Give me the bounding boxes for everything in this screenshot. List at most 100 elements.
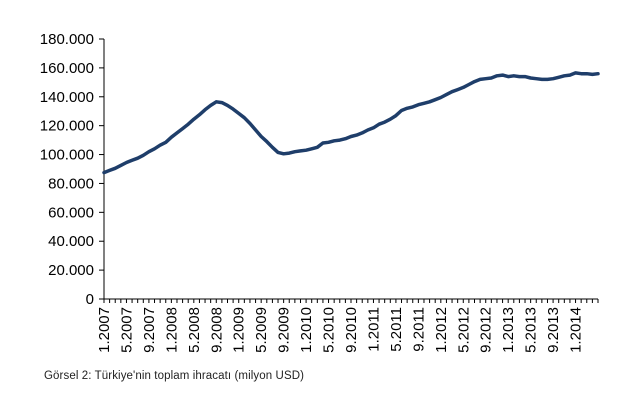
data-point: [485, 78, 487, 80]
data-point: [591, 73, 593, 75]
data-point: [187, 123, 189, 125]
data-point: [288, 152, 290, 154]
data-point: [451, 91, 453, 93]
x-tick-label: 9.2013: [545, 307, 562, 353]
data-point: [507, 75, 509, 78]
x-tick-label: 1.2011: [365, 307, 382, 352]
data-point: [305, 149, 307, 151]
data-point: [524, 75, 526, 78]
data-point: [434, 99, 436, 101]
data-point: [311, 148, 313, 150]
data-point: [586, 73, 588, 75]
data-point: [395, 114, 397, 117]
x-tick-label: 9.2011: [410, 307, 427, 352]
data-point: [232, 108, 234, 110]
data-point: [226, 104, 229, 107]
data-point: [316, 146, 318, 148]
data-point: [513, 75, 515, 77]
data-point: [372, 127, 375, 129]
y-tick-label: 120.000: [40, 118, 94, 135]
data-point: [322, 142, 324, 144]
data-point: [389, 118, 391, 120]
data-point: [283, 153, 285, 155]
data-point: [333, 140, 335, 142]
data-point: [417, 104, 419, 106]
y-tick-label: 100.000: [40, 147, 94, 164]
x-tick-label: 1.2008: [163, 307, 180, 353]
x-tick-label: 9.2010: [343, 307, 360, 353]
series-line-exports: [102, 71, 600, 175]
data-point: [131, 159, 133, 161]
data-point: [170, 136, 172, 138]
y-tick-label: 20.000: [48, 262, 94, 279]
x-tick-label: 9.2012: [478, 307, 495, 353]
data-point: [518, 75, 521, 78]
data-point: [294, 151, 296, 153]
x-tick-label: 1.2014: [568, 307, 585, 353]
x-tick-label: 5.2007: [118, 307, 135, 353]
y-tick-label: 0: [86, 291, 94, 308]
data-point: [344, 138, 346, 140]
x-tick-label: 5.2010: [321, 307, 338, 353]
x-tick-label: 1.2009: [231, 307, 248, 353]
x-tick-label: 1.2013: [500, 307, 517, 353]
data-point: [142, 154, 144, 156]
data-point: [546, 78, 549, 81]
data-point: [238, 112, 240, 114]
data-point: [428, 101, 431, 103]
y-tick-label: 180.000: [40, 31, 94, 48]
x-tick-label: 5.2012: [455, 307, 472, 353]
data-point: [210, 104, 212, 107]
data-point: [254, 129, 257, 131]
data-point: [563, 75, 565, 77]
data-point: [350, 135, 352, 138]
data-point: [271, 146, 274, 148]
data-point: [400, 109, 403, 112]
x-tick-label: 5.2013: [523, 307, 540, 353]
x-tick-label: 9.2009: [276, 307, 293, 353]
data-point: [153, 148, 156, 150]
data-point: [356, 134, 358, 136]
data-point: [361, 132, 363, 134]
data-point: [580, 73, 582, 75]
data-point: [569, 74, 571, 76]
data-point: [530, 77, 532, 79]
y-tick-label: 40.000: [48, 233, 94, 250]
data-point: [148, 151, 150, 153]
data-point: [299, 150, 302, 152]
data-point: [462, 86, 464, 88]
data-point: [221, 101, 223, 104]
data-point: [137, 157, 139, 159]
x-tick-label: 9.2007: [141, 307, 158, 353]
x-tick-label: 1.2010: [298, 307, 315, 353]
x-tick-label: 5.2009: [253, 307, 270, 353]
data-point: [114, 167, 116, 169]
data-point: [440, 96, 442, 99]
data-point: [193, 118, 195, 120]
figure-caption: Görsel 2: Türkiye'nin toplam ihracatı (m…: [44, 370, 305, 382]
data-point: [339, 139, 341, 141]
y-tick-label: 80.000: [48, 175, 94, 192]
data-point: [574, 72, 577, 74]
data-point: [165, 141, 167, 143]
data-point: [181, 127, 184, 130]
data-point: [445, 94, 448, 96]
data-point: [249, 122, 251, 125]
data-point: [490, 77, 492, 79]
data-point: [109, 169, 111, 172]
data-point: [266, 140, 268, 143]
data-point: [496, 75, 498, 77]
data-point: [457, 88, 459, 91]
data-point: [176, 132, 178, 134]
y-tick-label: 140.000: [40, 89, 94, 106]
y-tick-label: 160.000: [40, 60, 94, 77]
data-point: [260, 135, 262, 138]
x-axis: 1.2007 5.2007 9.2007 1.2008 5.2008 9.2008 1.20…: [96, 298, 599, 353]
data-point: [552, 78, 554, 80]
data-point: [327, 141, 330, 143]
x-tick-label: 1.2012: [433, 307, 450, 353]
series-layer: [102, 71, 600, 175]
data-point: [384, 121, 386, 123]
data-point: [198, 114, 201, 116]
data-point: [243, 117, 245, 119]
